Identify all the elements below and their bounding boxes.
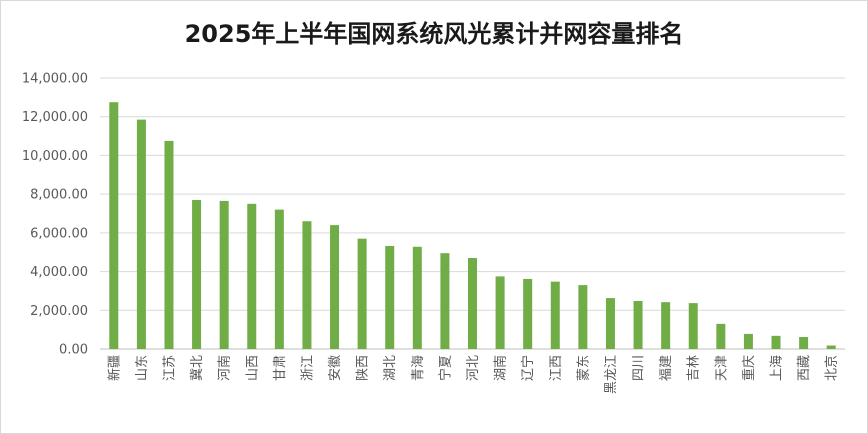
bar-4	[219, 200, 229, 349]
x-tick-label: 江西	[549, 355, 564, 381]
bar-18	[605, 298, 615, 349]
x-tick-label: 甘肃	[273, 355, 288, 381]
bar-19	[633, 300, 643, 349]
bar-2	[164, 140, 174, 349]
bar-1	[136, 119, 146, 349]
x-tick-label: 蒙东	[576, 355, 591, 381]
bar-9	[357, 238, 367, 349]
bar-16	[550, 281, 560, 349]
x-tick-label: 河南	[217, 355, 233, 381]
x-tick-label: 冀北	[189, 355, 205, 381]
x-tick-label: 新疆	[106, 355, 122, 381]
y-tick-label: 10,000.00	[22, 149, 88, 164]
y-tick-label: 8,000.00	[30, 188, 88, 203]
bar-10	[385, 246, 395, 349]
x-tick-label: 湖北	[383, 355, 398, 381]
x-tick-label: 上海	[770, 355, 785, 381]
bar-14	[495, 276, 505, 349]
x-tick-label: 北京	[825, 355, 840, 381]
bar-24	[771, 335, 781, 349]
x-tick-label: 江苏	[161, 355, 177, 381]
bar-22	[716, 323, 726, 349]
x-tick-label: 陕西	[356, 355, 371, 381]
x-tick-label: 吉林	[687, 355, 702, 381]
x-tick-label: 湖南	[493, 355, 509, 381]
bar-6	[274, 209, 284, 349]
x-tick-label: 重庆	[741, 355, 757, 381]
bar-8	[330, 225, 340, 349]
x-tick-label: 青海	[411, 355, 426, 381]
bar-25	[799, 336, 809, 349]
x-tick-label: 山西	[245, 355, 260, 381]
bars	[109, 102, 836, 349]
x-tick-label: 天津	[714, 355, 729, 381]
x-tick-label: 福建	[659, 355, 674, 381]
y-tick-label: 4,000.00	[30, 265, 88, 280]
x-tick-label: 山东	[135, 355, 150, 381]
bar-3	[192, 199, 202, 349]
bar-23	[743, 333, 753, 349]
y-tick-label: 6,000.00	[30, 226, 88, 241]
bar-15	[523, 278, 533, 349]
chart-title: 2025年上半年国网系统风光累计并网容量排名	[185, 20, 684, 48]
x-tick-label: 安徽	[328, 355, 343, 381]
bar-11	[412, 246, 422, 349]
bar-20	[661, 302, 671, 349]
bar-7	[302, 221, 312, 349]
bar-0	[109, 102, 119, 349]
bar-21	[688, 303, 698, 349]
x-tick-label: 四川	[632, 355, 647, 381]
x-tick-label: 黑龙江	[604, 355, 619, 394]
x-axis: 新疆 山东 江苏 冀北 河南 山西 甘肃 浙江 安徽 陕西 湖北 青海 宁夏 河北 湖南 辽宁 江西 蒙东 黑龙江四…	[106, 355, 839, 394]
bar-5	[247, 203, 257, 349]
bar-12	[440, 253, 450, 349]
bar-26	[826, 345, 836, 349]
x-tick-label: 宁夏	[437, 355, 453, 381]
y-tick-label: 0.00	[59, 343, 88, 358]
y-axis: 0.00 2,000.00 4,000.00 6,000.00 8,000.00 10,0…	[22, 72, 88, 358]
y-tick-label: 2,000.00	[30, 304, 88, 319]
y-tick-label: 12,000.00	[22, 110, 88, 125]
x-tick-label: 浙江	[300, 355, 315, 381]
x-tick-label: 辽宁	[520, 355, 536, 381]
y-tick-label: 14,000.00	[22, 72, 88, 87]
bar-13	[468, 258, 477, 349]
bar-17	[578, 285, 588, 349]
x-tick-label: 西藏	[797, 355, 812, 381]
x-tick-label: 河北	[466, 355, 481, 381]
